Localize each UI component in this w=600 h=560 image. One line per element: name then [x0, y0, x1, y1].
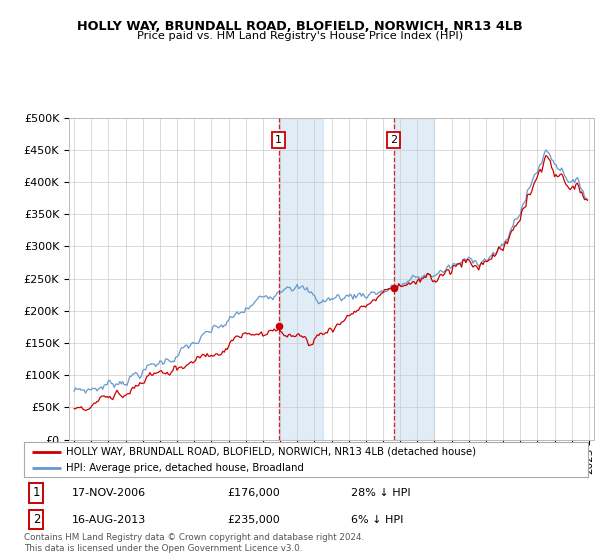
Text: 16-AUG-2013: 16-AUG-2013 [72, 515, 146, 525]
Bar [278, 118, 323, 440]
Text: 6% ↓ HPI: 6% ↓ HPI [351, 515, 403, 525]
Text: HOLLY WAY, BRUNDALL ROAD, BLOFIELD, NORWICH, NR13 4LB: HOLLY WAY, BRUNDALL ROAD, BLOFIELD, NORW… [77, 20, 523, 32]
Text: 2: 2 [390, 135, 397, 145]
Text: 17-NOV-2006: 17-NOV-2006 [72, 488, 146, 498]
Text: £176,000: £176,000 [227, 488, 280, 498]
Text: 1: 1 [32, 486, 40, 500]
Bar [394, 118, 434, 440]
Text: 2: 2 [32, 513, 40, 526]
Text: HOLLY WAY, BRUNDALL ROAD, BLOFIELD, NORWICH, NR13 4LB (detached house): HOLLY WAY, BRUNDALL ROAD, BLOFIELD, NORW… [66, 447, 476, 457]
Text: 1: 1 [275, 135, 282, 145]
Text: HPI: Average price, detached house, Broadland: HPI: Average price, detached house, Broa… [66, 464, 304, 473]
Text: Price paid vs. HM Land Registry's House Price Index (HPI): Price paid vs. HM Land Registry's House … [137, 31, 463, 41]
Text: £235,000: £235,000 [227, 515, 280, 525]
Text: 28% ↓ HPI: 28% ↓ HPI [351, 488, 411, 498]
Text: Contains HM Land Registry data © Crown copyright and database right 2024.
This d: Contains HM Land Registry data © Crown c… [24, 533, 364, 553]
